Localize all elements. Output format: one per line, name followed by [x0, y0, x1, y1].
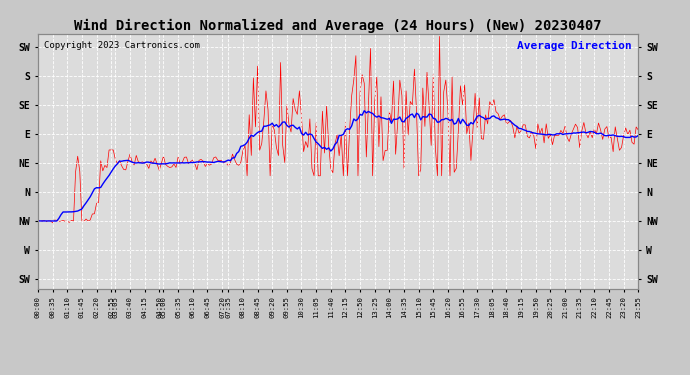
Title: Wind Direction Normalized and Average (24 Hours) (New) 20230407: Wind Direction Normalized and Average (2… — [75, 18, 602, 33]
Text: Average Direction: Average Direction — [518, 41, 632, 51]
Text: Copyright 2023 Cartronics.com: Copyright 2023 Cartronics.com — [44, 41, 200, 50]
